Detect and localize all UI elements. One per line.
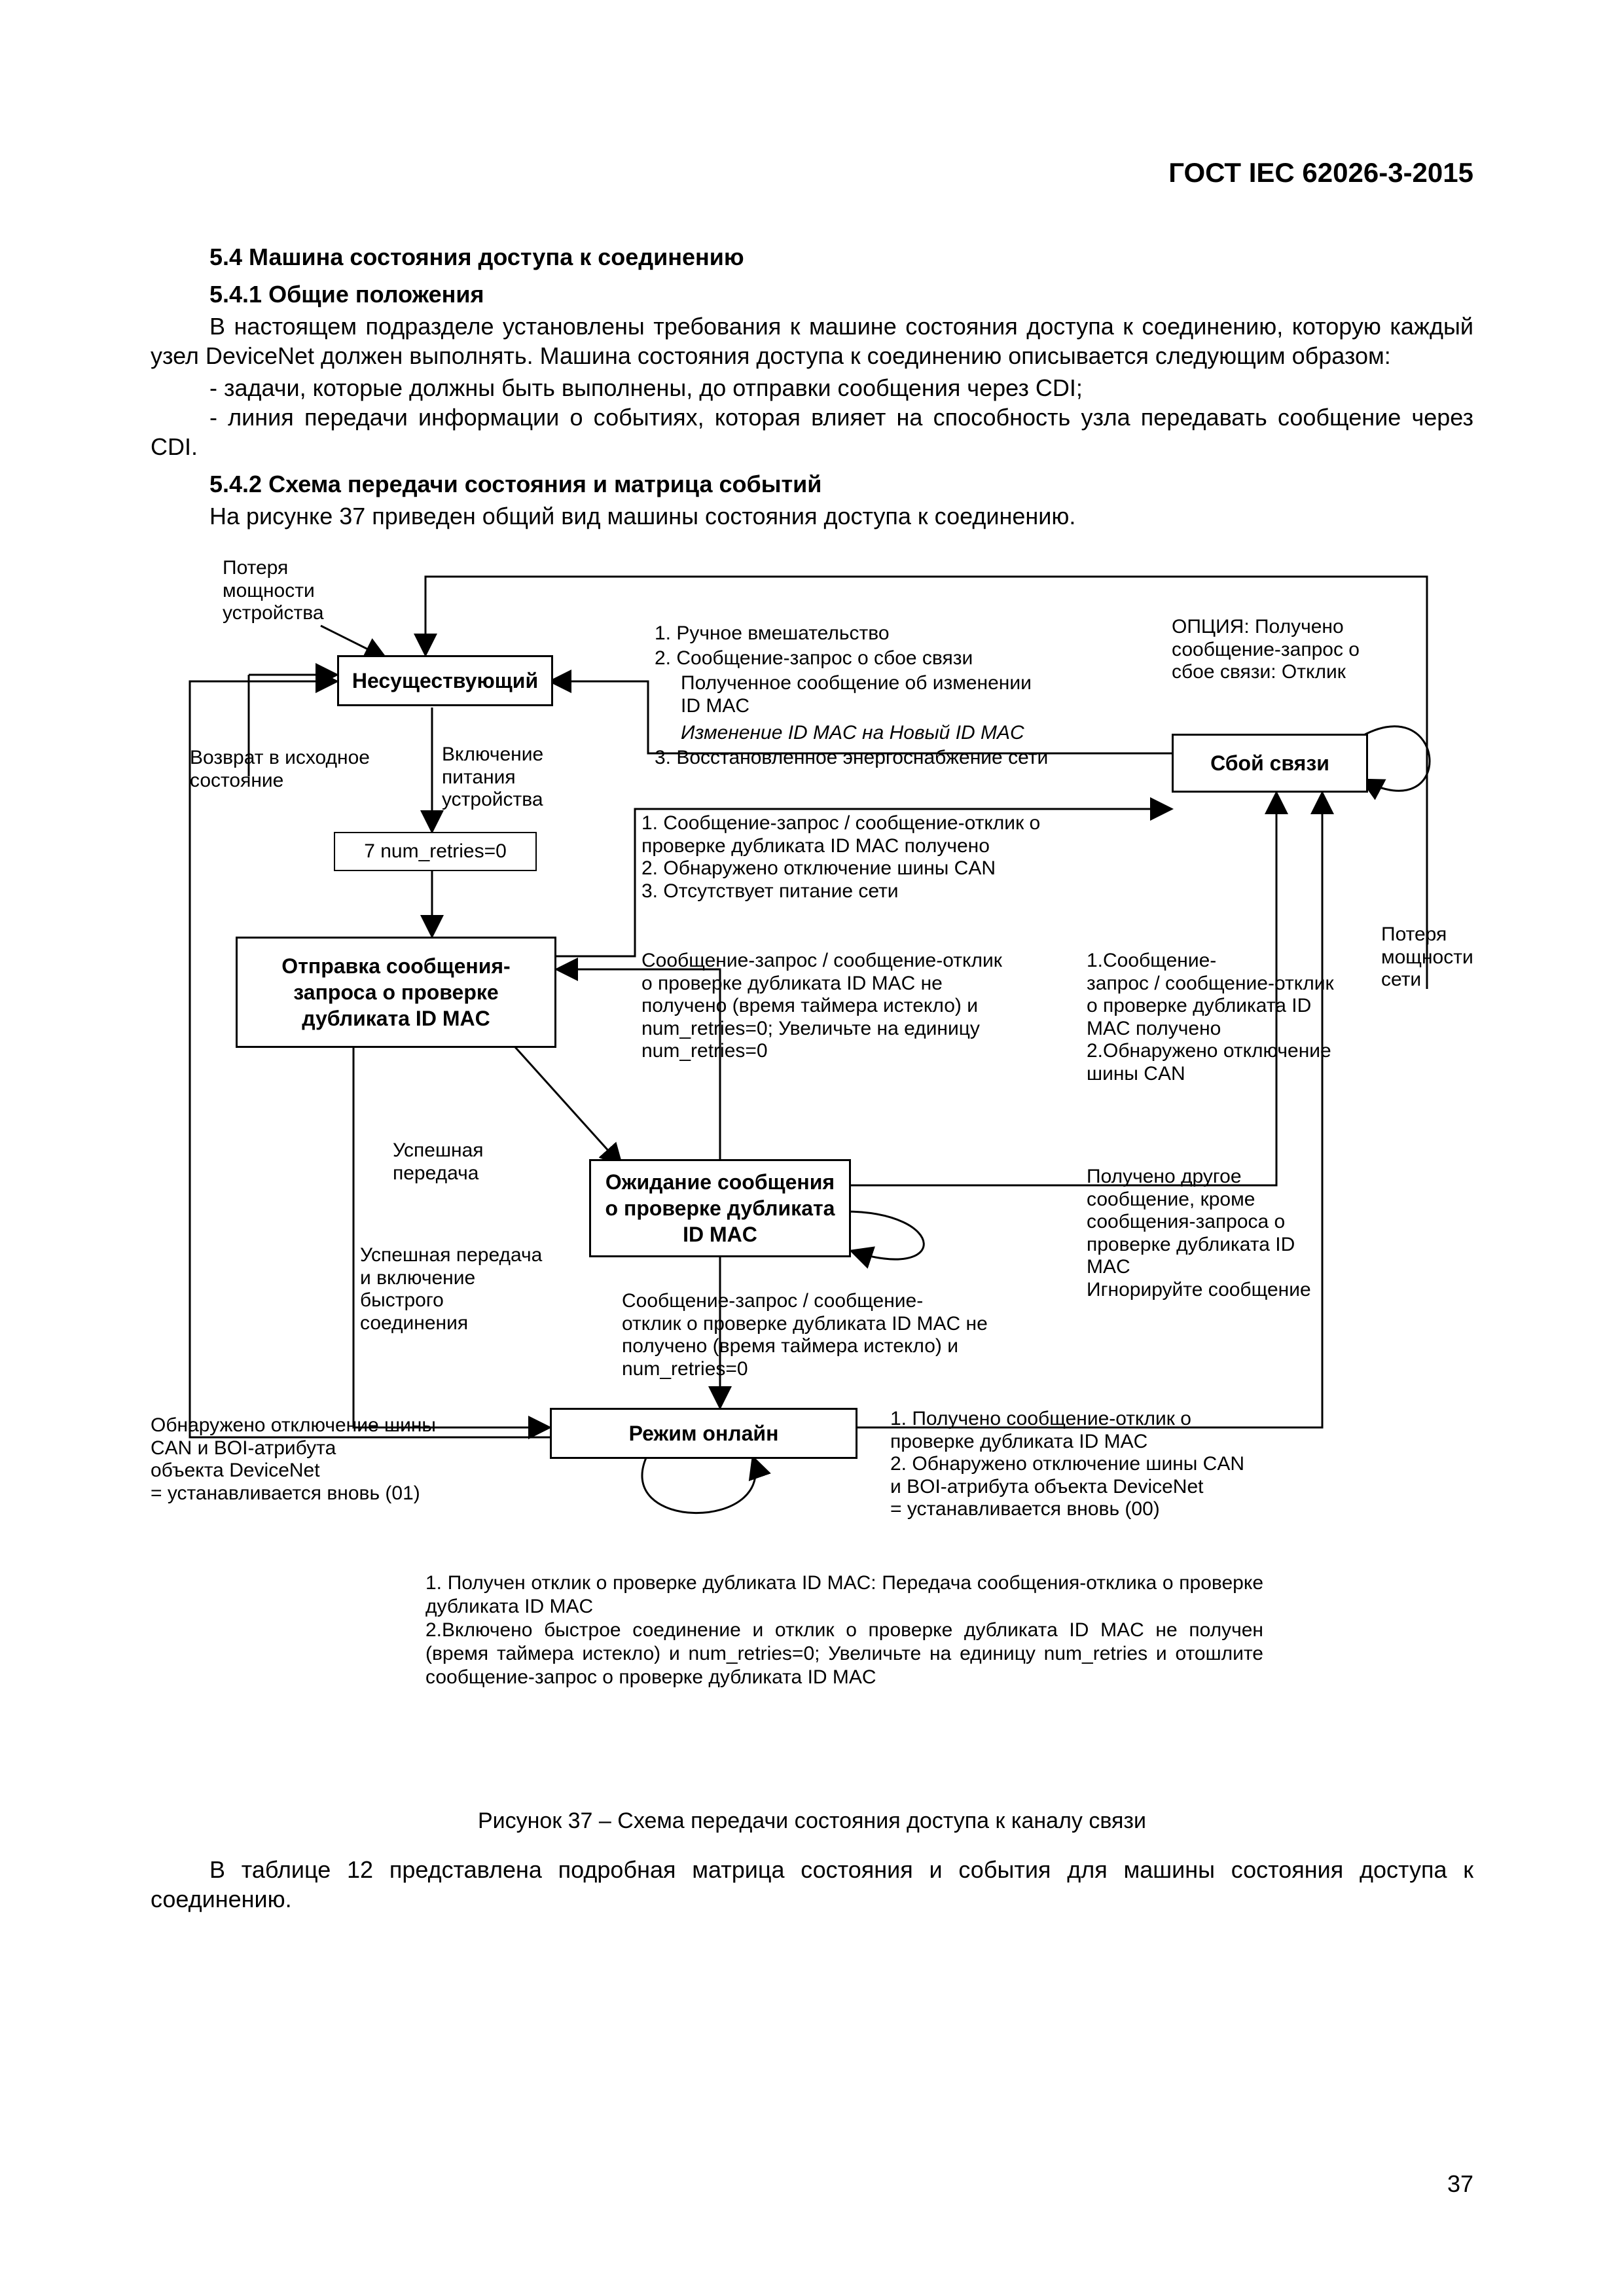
label-power-loss-device: Потеря мощности устройства	[223, 557, 324, 625]
label-path1: 1. Сообщение-запрос / сообщение-отклик о…	[641, 812, 1040, 903]
figure-caption: Рисунок 37 – Схема передачи состояния до…	[151, 1807, 1473, 1835]
state-numretries: 7 num_retries=0	[334, 832, 537, 871]
page: ГОСТ IEC 62026-3-2015 5.4 Машина состоян…	[0, 0, 1624, 2296]
label-path2r: 1.Сообщение- запрос / сообщение-отклик о…	[1087, 950, 1334, 1085]
label-path3: Сообщение-запрос / сообщение- отклик о п…	[622, 1290, 988, 1380]
heading-5-4-2: 5.4.2 Схема передачи состояния и матрица…	[151, 469, 1473, 499]
label-option: ОПЦИЯ: Получено сообщение-запрос о сбое …	[1172, 616, 1360, 684]
label-left-online: Обнаружено отключение шины CAN и BOI-атр…	[151, 1414, 436, 1505]
para-3: В таблице 12 представлена подробная матр…	[151, 1855, 1473, 1914]
label-manual-1: 1. Ручное вмешательство	[655, 622, 890, 645]
label-manual-2b: Изменение ID MAC на Новый ID MAC	[681, 722, 1024, 745]
para-1: В настоящем подразделе установлены требо…	[151, 312, 1473, 370]
label-footnote: 1. Получен отклик о проверке дубликата I…	[425, 1571, 1263, 1689]
label-manual-2: 2. Сообщение-запрос о сбое связи	[655, 647, 973, 670]
state-commfault: Сбой связи	[1172, 734, 1368, 793]
label-right-online: 1. Получено сообщение-отклик о проверке …	[890, 1408, 1244, 1521]
heading-5-4: 5.4 Машина состояния доступа к соединени…	[151, 242, 1473, 272]
body-text: 5.4 Машина состояния доступа к соединени…	[151, 242, 1473, 1914]
para-2: На рисунке 37 приведен общий вид машины …	[151, 501, 1473, 531]
label-succ-tx-quick: Успешная передача и включение быстрого с…	[360, 1244, 542, 1335]
label-manual-2a: Полученное сообщение об изменении ID MAC	[681, 672, 1032, 717]
bullet-2: - линия передачи информации о событиях, …	[151, 403, 1473, 461]
state-waiting: Ожидание сообщения о проверке дубликата …	[589, 1159, 851, 1257]
standard-header: ГОСТ IEC 62026-3-2015	[1168, 157, 1473, 188]
label-manual-3: 3. Восстановленное энергоснабжение сети	[655, 747, 1048, 770]
label-ignore: Получено другое сообщение, кроме сообщен…	[1087, 1166, 1311, 1301]
page-number: 37	[1447, 2170, 1473, 2198]
label-power-loss-net: Потеря мощности сети	[1381, 924, 1473, 992]
state-online: Режим онлайн	[550, 1408, 857, 1459]
state-diagram: Несуществующий 7 num_retries=0 Отправка …	[151, 550, 1473, 1781]
heading-5-4-1: 5.4.1 Общие положения	[151, 279, 1473, 309]
label-return-init: Возврат в исходное состояние	[190, 747, 370, 792]
label-power-on: Включение питания устройства	[442, 744, 543, 812]
bullet-1: - задачи, которые должны быть выполнены,…	[151, 373, 1473, 403]
state-sending: Отправка сообщения- запроса о проверке д…	[236, 937, 556, 1048]
label-path2: Сообщение-запрос / сообщение-отклик о пр…	[641, 950, 1002, 1063]
label-succ-tx: Успешная передача	[393, 1139, 484, 1185]
state-nonexistent: Несуществующий	[337, 655, 553, 706]
